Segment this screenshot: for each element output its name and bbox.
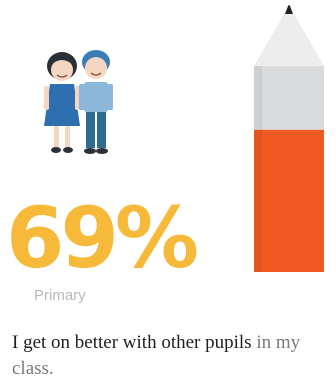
boy-figure [79, 50, 113, 154]
pencil-fill [254, 129, 324, 272]
pencil-gauge-icon [254, 5, 324, 272]
pencil-cone [254, 14, 324, 66]
statement-rest: in my class. [12, 332, 301, 379]
girl-figure [44, 52, 80, 153]
statement-text: I get on better with other pupils in my … [12, 330, 312, 382]
statement-strong: I get on better with other pupils [12, 332, 252, 353]
school-level-label: Primary [34, 287, 86, 304]
two-children-icon [44, 50, 113, 154]
pencil-lead [285, 5, 293, 14]
percentage-value: 69% [6, 189, 199, 287]
